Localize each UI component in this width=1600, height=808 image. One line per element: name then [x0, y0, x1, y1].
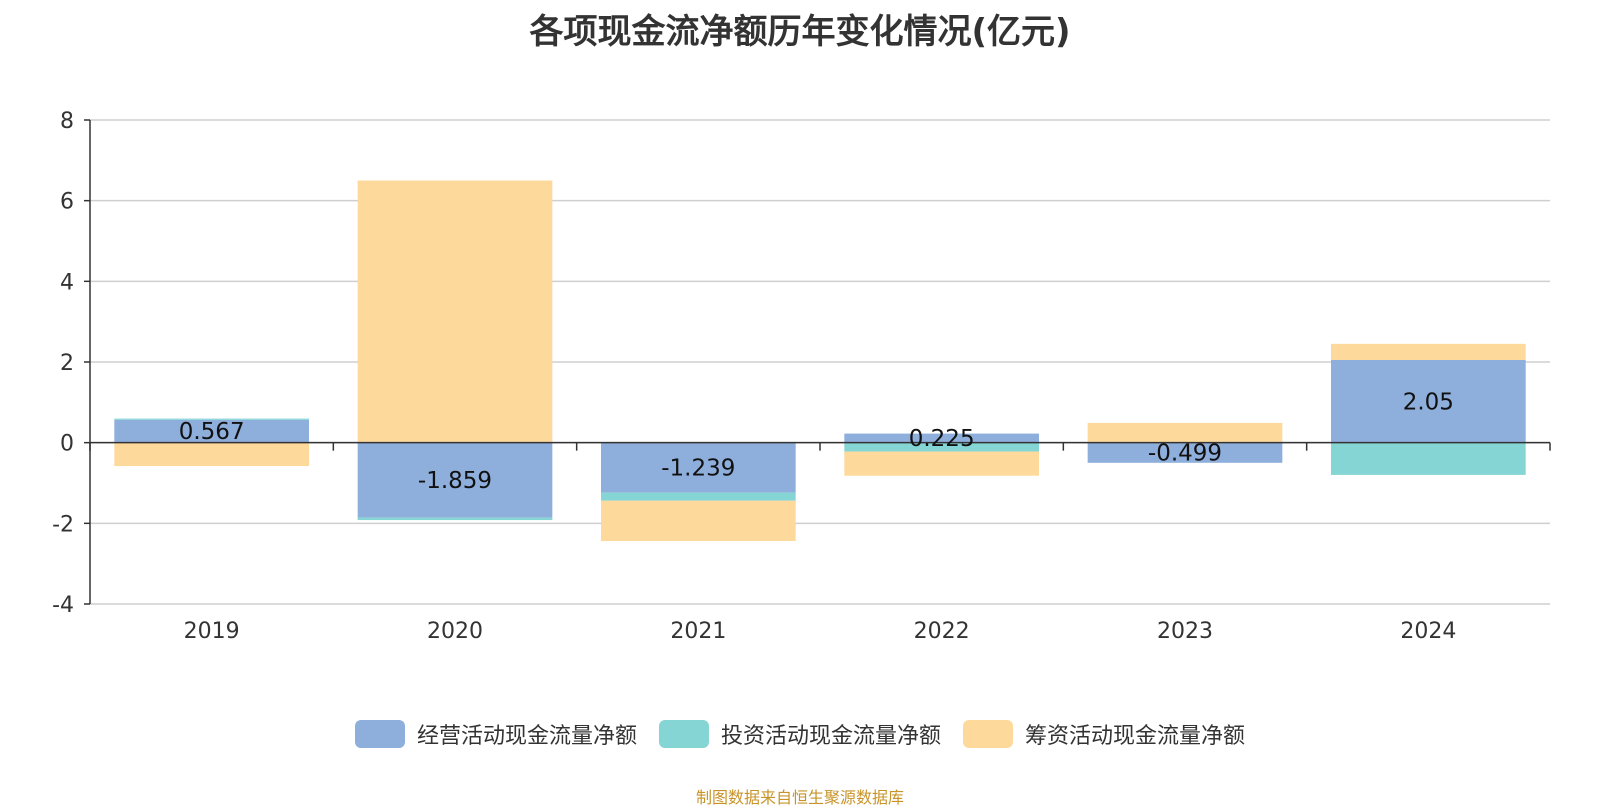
bar-2019-series-1	[114, 419, 309, 443]
legend: 经营活动现金流量净额 投资活动现金流量净额 筹资活动现金流量净额	[0, 718, 1600, 750]
bar-2023-series-1	[1087, 442, 1283, 463]
legend-swatch	[354, 720, 405, 748]
legend-item-1[interactable]: 经营活动现金流量净额	[354, 718, 637, 750]
legend-item-3[interactable]: 筹资活动现金流量净额	[963, 718, 1245, 750]
bar-2024-series-2	[1331, 442, 1526, 475]
legend-item-2[interactable]: 投资活动现金流量净额	[658, 718, 941, 750]
bar-2021-series-1	[601, 442, 796, 493]
data-labels: 0.567 -1.859 -1.239 0.225 -0.499 2.05	[179, 389, 1454, 494]
legend-swatch	[963, 720, 1013, 748]
bar-2021-series-2	[601, 492, 796, 501]
data-label-2021: -1.239	[661, 456, 735, 482]
legend-label: 筹资活动现金流量净额	[1025, 724, 1246, 749]
bar-2020-series-3	[357, 180, 553, 443]
x-tick-label: 2021	[670, 619, 726, 644]
y-tick-label: 6	[60, 190, 74, 215]
x-tick-label: 2020	[427, 619, 483, 644]
legend-label: 经营活动现金流量净额	[416, 724, 637, 749]
x-tick-label: 2023	[1157, 619, 1213, 644]
bars	[114, 180, 1526, 542]
y-tick-label: 2	[60, 351, 74, 376]
chart-title: 各项现金流净额历年变化情况(亿元)	[529, 12, 1071, 52]
x-tick-label: 2024	[1400, 619, 1456, 644]
bar-2020-series-1	[357, 442, 553, 518]
x-tick-label: 2019	[184, 619, 240, 644]
bar-2021-series-3	[601, 500, 796, 542]
bar-2019-series-3	[114, 442, 309, 467]
y-tick-label: 8	[60, 109, 74, 134]
bar-2022-series-3	[844, 451, 1039, 476]
y-tick-label: -2	[52, 512, 74, 537]
bar-2024-series-1	[1331, 359, 1526, 443]
bar-2019-series-2	[114, 418, 309, 420]
data-label-2022: 0.225	[909, 426, 975, 452]
bar-2020-series-2	[357, 517, 553, 521]
y-tick-label: 0	[60, 432, 74, 457]
data-label-2020: -1.859	[418, 468, 492, 494]
legend-swatch	[658, 720, 709, 748]
legend-label: 投资活动现金流量净额	[720, 724, 941, 749]
data-label-2024: 2.05	[1403, 389, 1454, 415]
source-note: 制图数据来自恒生聚源数据库	[695, 788, 904, 807]
y-tick-label: -4	[52, 593, 74, 618]
axes: -4 -2 0 2 4 6 8 2019 2020 2021 2022 2023 2024	[52, 109, 1551, 644]
bar-2024-series-3	[1331, 343, 1526, 360]
bar-2022-series-1	[844, 433, 1039, 443]
bar-2022-series-2	[844, 442, 1039, 452]
x-tick-label: 2022	[914, 619, 970, 644]
data-label-2023: -0.499	[1148, 441, 1222, 467]
y-tick-label: 4	[60, 270, 74, 295]
data-label-2019: 0.567	[179, 419, 245, 445]
bar-2023-series-3	[1087, 422, 1283, 443]
